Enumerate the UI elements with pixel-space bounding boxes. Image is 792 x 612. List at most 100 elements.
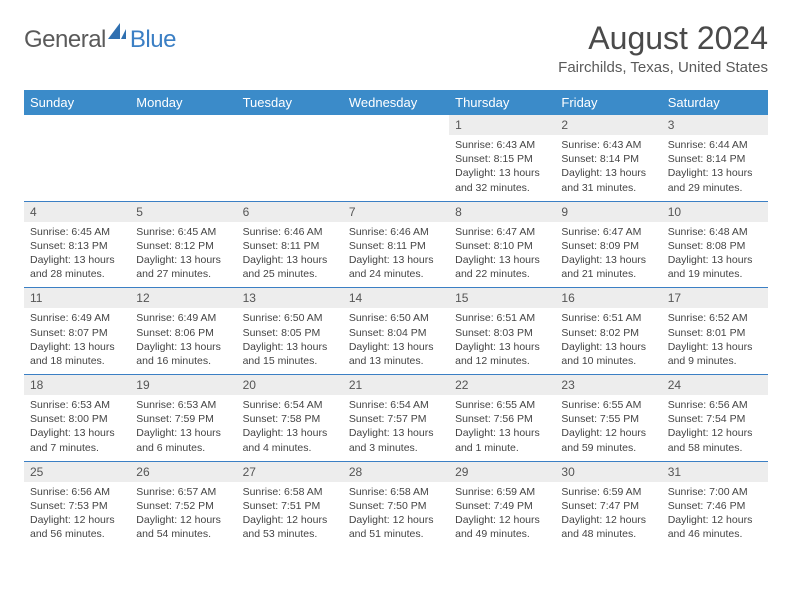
calendar-day-cell: 14Sunrise: 6:50 AMSunset: 8:04 PMDayligh… bbox=[343, 288, 449, 375]
day-number: 2 bbox=[555, 115, 661, 135]
calendar-day-cell: 21Sunrise: 6:54 AMSunset: 7:57 PMDayligh… bbox=[343, 375, 449, 462]
day-details: Sunrise: 6:54 AMSunset: 7:57 PMDaylight:… bbox=[343, 395, 449, 461]
logo: General Blue bbox=[24, 26, 176, 54]
day-number: 19 bbox=[130, 375, 236, 395]
day-details: Sunrise: 6:57 AMSunset: 7:52 PMDaylight:… bbox=[130, 482, 236, 548]
day-details: Sunrise: 6:46 AMSunset: 8:11 PMDaylight:… bbox=[343, 222, 449, 288]
day-number: 29 bbox=[449, 462, 555, 482]
day-details: Sunrise: 6:56 AMSunset: 7:53 PMDaylight:… bbox=[24, 482, 130, 548]
day-details: Sunrise: 6:49 AMSunset: 8:06 PMDaylight:… bbox=[130, 308, 236, 374]
calendar-day-cell: 19Sunrise: 6:53 AMSunset: 7:59 PMDayligh… bbox=[130, 375, 236, 462]
day-details: Sunrise: 6:54 AMSunset: 7:58 PMDaylight:… bbox=[237, 395, 343, 461]
day-details: Sunrise: 6:56 AMSunset: 7:54 PMDaylight:… bbox=[662, 395, 768, 461]
day-number: 20 bbox=[237, 375, 343, 395]
calendar-day-cell: 12Sunrise: 6:49 AMSunset: 8:06 PMDayligh… bbox=[130, 288, 236, 375]
month-title: August 2024 bbox=[558, 20, 768, 57]
calendar-day-cell: 6Sunrise: 6:46 AMSunset: 8:11 PMDaylight… bbox=[237, 201, 343, 288]
weekday-header: Monday bbox=[130, 90, 236, 115]
title-block: August 2024 Fairchilds, Texas, United St… bbox=[558, 20, 768, 76]
weekday-header: Saturday bbox=[662, 90, 768, 115]
calendar-day-cell: 20Sunrise: 6:54 AMSunset: 7:58 PMDayligh… bbox=[237, 375, 343, 462]
calendar-day-cell: 8Sunrise: 6:47 AMSunset: 8:10 PMDaylight… bbox=[449, 201, 555, 288]
day-details: Sunrise: 6:48 AMSunset: 8:08 PMDaylight:… bbox=[662, 222, 768, 288]
day-number: 26 bbox=[130, 462, 236, 482]
calendar-table: SundayMondayTuesdayWednesdayThursdayFrid… bbox=[24, 90, 768, 547]
calendar-day-cell: 26Sunrise: 6:57 AMSunset: 7:52 PMDayligh… bbox=[130, 461, 236, 547]
calendar-day-cell: 4Sunrise: 6:45 AMSunset: 8:13 PMDaylight… bbox=[24, 201, 130, 288]
calendar-week-row: 11Sunrise: 6:49 AMSunset: 8:07 PMDayligh… bbox=[24, 288, 768, 375]
weekday-header: Friday bbox=[555, 90, 661, 115]
calendar-day-cell bbox=[343, 115, 449, 201]
calendar-day-cell: 27Sunrise: 6:58 AMSunset: 7:51 PMDayligh… bbox=[237, 461, 343, 547]
calendar-day-cell bbox=[237, 115, 343, 201]
day-number: 31 bbox=[662, 462, 768, 482]
weekday-header-row: SundayMondayTuesdayWednesdayThursdayFrid… bbox=[24, 90, 768, 115]
calendar-day-cell: 24Sunrise: 6:56 AMSunset: 7:54 PMDayligh… bbox=[662, 375, 768, 462]
calendar-day-cell: 15Sunrise: 6:51 AMSunset: 8:03 PMDayligh… bbox=[449, 288, 555, 375]
calendar-week-row: 18Sunrise: 6:53 AMSunset: 8:00 PMDayligh… bbox=[24, 375, 768, 462]
day-details: Sunrise: 6:58 AMSunset: 7:50 PMDaylight:… bbox=[343, 482, 449, 548]
calendar-day-cell: 22Sunrise: 6:55 AMSunset: 7:56 PMDayligh… bbox=[449, 375, 555, 462]
day-details: Sunrise: 6:45 AMSunset: 8:13 PMDaylight:… bbox=[24, 222, 130, 288]
day-number: 1 bbox=[449, 115, 555, 135]
day-number: 30 bbox=[555, 462, 661, 482]
day-number: 6 bbox=[237, 202, 343, 222]
calendar-day-cell: 31Sunrise: 7:00 AMSunset: 7:46 PMDayligh… bbox=[662, 461, 768, 547]
day-details: Sunrise: 6:50 AMSunset: 8:04 PMDaylight:… bbox=[343, 308, 449, 374]
day-number: 12 bbox=[130, 288, 236, 308]
day-details: Sunrise: 7:00 AMSunset: 7:46 PMDaylight:… bbox=[662, 482, 768, 548]
day-number: 14 bbox=[343, 288, 449, 308]
day-details: Sunrise: 6:46 AMSunset: 8:11 PMDaylight:… bbox=[237, 222, 343, 288]
calendar-day-cell: 1Sunrise: 6:43 AMSunset: 8:15 PMDaylight… bbox=[449, 115, 555, 201]
day-number: 9 bbox=[555, 202, 661, 222]
weekday-header: Thursday bbox=[449, 90, 555, 115]
calendar-day-cell: 23Sunrise: 6:55 AMSunset: 7:55 PMDayligh… bbox=[555, 375, 661, 462]
day-number: 13 bbox=[237, 288, 343, 308]
day-details: Sunrise: 6:53 AMSunset: 8:00 PMDaylight:… bbox=[24, 395, 130, 461]
calendar-day-cell: 7Sunrise: 6:46 AMSunset: 8:11 PMDaylight… bbox=[343, 201, 449, 288]
day-details: Sunrise: 6:52 AMSunset: 8:01 PMDaylight:… bbox=[662, 308, 768, 374]
calendar-day-cell: 5Sunrise: 6:45 AMSunset: 8:12 PMDaylight… bbox=[130, 201, 236, 288]
header: General Blue August 2024 Fairchilds, Tex… bbox=[24, 20, 768, 76]
calendar-day-cell: 25Sunrise: 6:56 AMSunset: 7:53 PMDayligh… bbox=[24, 461, 130, 547]
calendar-day-cell: 18Sunrise: 6:53 AMSunset: 8:00 PMDayligh… bbox=[24, 375, 130, 462]
day-details: Sunrise: 6:58 AMSunset: 7:51 PMDaylight:… bbox=[237, 482, 343, 548]
calendar-week-row: 25Sunrise: 6:56 AMSunset: 7:53 PMDayligh… bbox=[24, 461, 768, 547]
day-number: 11 bbox=[24, 288, 130, 308]
day-number: 4 bbox=[24, 202, 130, 222]
day-number: 5 bbox=[130, 202, 236, 222]
logo-text-blue: Blue bbox=[130, 26, 176, 54]
day-details: Sunrise: 6:55 AMSunset: 7:56 PMDaylight:… bbox=[449, 395, 555, 461]
day-number: 21 bbox=[343, 375, 449, 395]
day-number: 15 bbox=[449, 288, 555, 308]
day-details: Sunrise: 6:47 AMSunset: 8:10 PMDaylight:… bbox=[449, 222, 555, 288]
day-details: Sunrise: 6:43 AMSunset: 8:14 PMDaylight:… bbox=[555, 135, 661, 201]
calendar-day-cell bbox=[24, 115, 130, 201]
weekday-header: Wednesday bbox=[343, 90, 449, 115]
calendar-day-cell: 16Sunrise: 6:51 AMSunset: 8:02 PMDayligh… bbox=[555, 288, 661, 375]
day-number: 22 bbox=[449, 375, 555, 395]
calendar-day-cell: 3Sunrise: 6:44 AMSunset: 8:14 PMDaylight… bbox=[662, 115, 768, 201]
location: Fairchilds, Texas, United States bbox=[558, 59, 768, 76]
calendar-day-cell: 13Sunrise: 6:50 AMSunset: 8:05 PMDayligh… bbox=[237, 288, 343, 375]
day-number: 28 bbox=[343, 462, 449, 482]
day-details: Sunrise: 6:50 AMSunset: 8:05 PMDaylight:… bbox=[237, 308, 343, 374]
logo-text-general: General bbox=[24, 26, 106, 54]
calendar-day-cell: 17Sunrise: 6:52 AMSunset: 8:01 PMDayligh… bbox=[662, 288, 768, 375]
day-details: Sunrise: 6:55 AMSunset: 7:55 PMDaylight:… bbox=[555, 395, 661, 461]
day-details: Sunrise: 6:51 AMSunset: 8:02 PMDaylight:… bbox=[555, 308, 661, 374]
calendar-week-row: 4Sunrise: 6:45 AMSunset: 8:13 PMDaylight… bbox=[24, 201, 768, 288]
day-details: Sunrise: 6:51 AMSunset: 8:03 PMDaylight:… bbox=[449, 308, 555, 374]
day-details: Sunrise: 6:43 AMSunset: 8:15 PMDaylight:… bbox=[449, 135, 555, 201]
day-details: Sunrise: 6:47 AMSunset: 8:09 PMDaylight:… bbox=[555, 222, 661, 288]
day-number: 16 bbox=[555, 288, 661, 308]
day-number: 18 bbox=[24, 375, 130, 395]
day-number: 8 bbox=[449, 202, 555, 222]
day-number: 7 bbox=[343, 202, 449, 222]
day-number: 3 bbox=[662, 115, 768, 135]
weekday-header: Sunday bbox=[24, 90, 130, 115]
calendar-day-cell: 10Sunrise: 6:48 AMSunset: 8:08 PMDayligh… bbox=[662, 201, 768, 288]
calendar-day-cell: 11Sunrise: 6:49 AMSunset: 8:07 PMDayligh… bbox=[24, 288, 130, 375]
day-details: Sunrise: 6:44 AMSunset: 8:14 PMDaylight:… bbox=[662, 135, 768, 201]
logo-sail-icon bbox=[106, 21, 128, 46]
